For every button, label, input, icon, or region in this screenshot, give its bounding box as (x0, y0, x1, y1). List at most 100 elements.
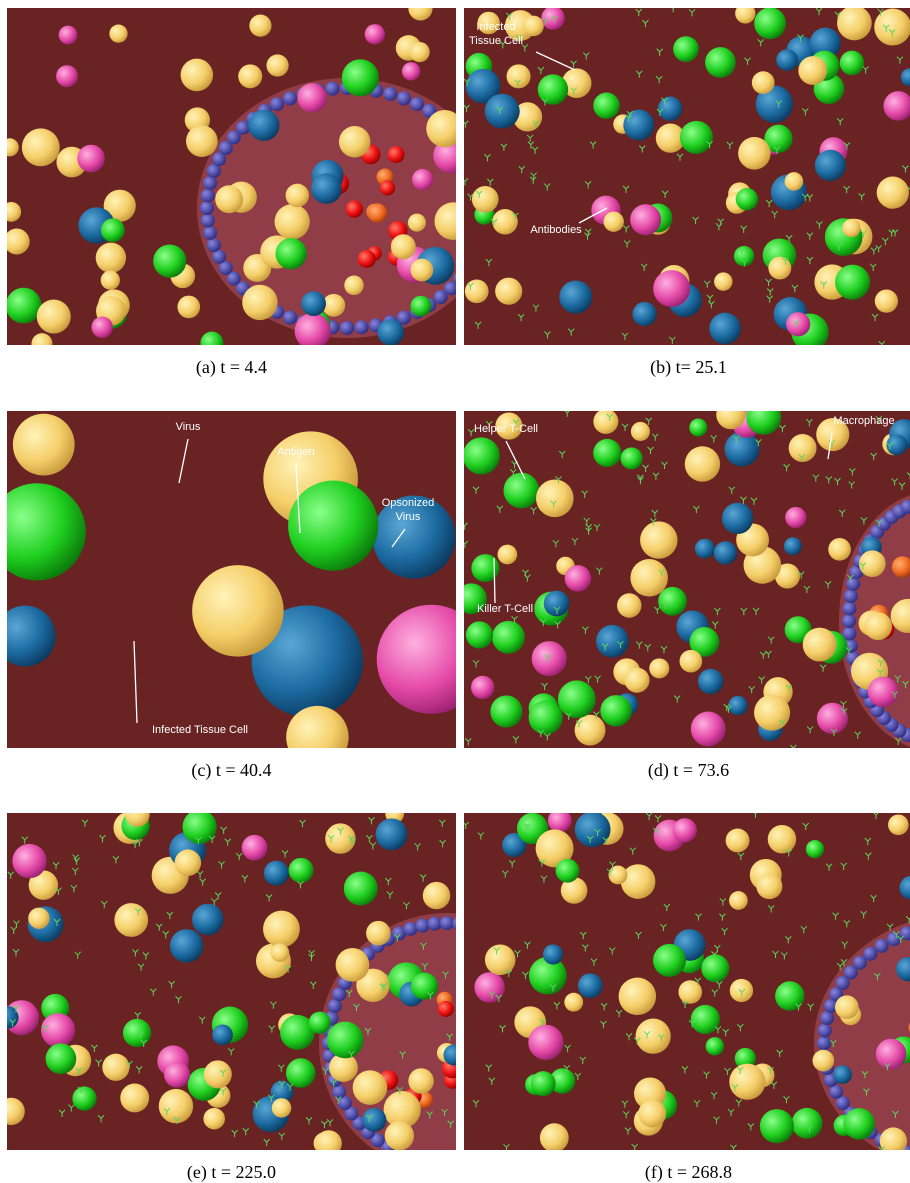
cell (443, 1044, 464, 1065)
cell (411, 296, 432, 317)
cell (204, 1060, 232, 1088)
render (463, 809, 910, 1173)
vessel-bead (887, 932, 901, 946)
cell (101, 271, 120, 290)
cell (238, 64, 262, 88)
cell (523, 16, 544, 37)
cell (31, 333, 52, 354)
cell (843, 1108, 874, 1139)
vessel-bead (434, 290, 448, 304)
vessel-bead (283, 311, 297, 325)
cell (242, 835, 268, 861)
vessel-bead (383, 87, 397, 101)
cell (266, 54, 288, 76)
cell (471, 554, 499, 582)
cell (536, 479, 574, 517)
cell (706, 1037, 724, 1055)
cell (789, 434, 817, 462)
vessel-bead (355, 320, 369, 334)
cell (875, 289, 898, 312)
cell (798, 56, 827, 85)
cell (685, 446, 720, 481)
vessel-bead (428, 1155, 442, 1169)
cell (263, 911, 300, 948)
annotation: Virus (176, 421, 201, 433)
vessel-bead (203, 226, 217, 240)
cell (593, 439, 621, 467)
cell (200, 332, 223, 355)
cell (624, 668, 649, 693)
annotation: Killer T-Cell (477, 603, 533, 615)
vessel-bead (476, 1150, 490, 1164)
cell (412, 169, 433, 190)
cell (541, 6, 565, 30)
cell (528, 1025, 563, 1060)
cell (658, 97, 682, 121)
cell (77, 145, 105, 173)
render (462, 3, 910, 351)
vessel-bead (842, 614, 856, 628)
vessel-bead (325, 82, 339, 96)
vessel-bead (875, 939, 889, 953)
cell (835, 995, 859, 1019)
cell (411, 973, 438, 1000)
cell (678, 980, 702, 1004)
cell (248, 110, 279, 141)
cell (760, 1109, 794, 1143)
cell (275, 204, 310, 239)
cell (242, 285, 277, 320)
cell (558, 680, 596, 718)
cell (631, 422, 650, 441)
annotation: Virus (396, 511, 421, 523)
cell (270, 943, 289, 962)
cell (353, 1070, 388, 1105)
cell (729, 1064, 765, 1100)
vessel-bead (465, 1153, 479, 1167)
virus (438, 1001, 454, 1017)
cell (596, 625, 629, 658)
cell (311, 173, 342, 204)
vessel-bead (203, 176, 217, 190)
cell (649, 658, 669, 678)
vessel-bead (404, 922, 418, 936)
cell (503, 473, 539, 509)
cell (109, 25, 127, 43)
cell (492, 621, 525, 654)
caption: (e) t = 225.0 (187, 1162, 276, 1183)
cell (623, 110, 654, 141)
cell (159, 1089, 193, 1123)
vessel-bead (410, 97, 424, 111)
cell (698, 669, 723, 694)
cell (726, 829, 750, 853)
cell (366, 921, 391, 946)
cell (752, 71, 775, 94)
cell (785, 172, 804, 191)
cell (638, 1100, 666, 1128)
cell (729, 891, 748, 910)
cell (880, 1127, 907, 1154)
virus (368, 203, 387, 222)
cell (835, 265, 870, 300)
vessel-bead (415, 919, 429, 933)
cell (680, 650, 703, 673)
cell (402, 62, 420, 80)
cell (730, 979, 753, 1002)
cell (344, 872, 378, 906)
vessel-bead (440, 916, 454, 930)
cell (125, 802, 149, 826)
vessel-bead (863, 947, 877, 961)
cell (316, 1130, 342, 1156)
cell (507, 64, 531, 88)
cell (286, 1058, 316, 1088)
cell (673, 818, 697, 842)
cell (309, 1012, 331, 1034)
vessel-bead (201, 214, 215, 228)
cell (365, 24, 385, 44)
cell (859, 550, 886, 577)
virus (380, 180, 395, 195)
cell (864, 612, 892, 640)
cell (617, 593, 641, 617)
cell (495, 278, 522, 305)
cell (746, 400, 781, 435)
cell (786, 312, 810, 336)
